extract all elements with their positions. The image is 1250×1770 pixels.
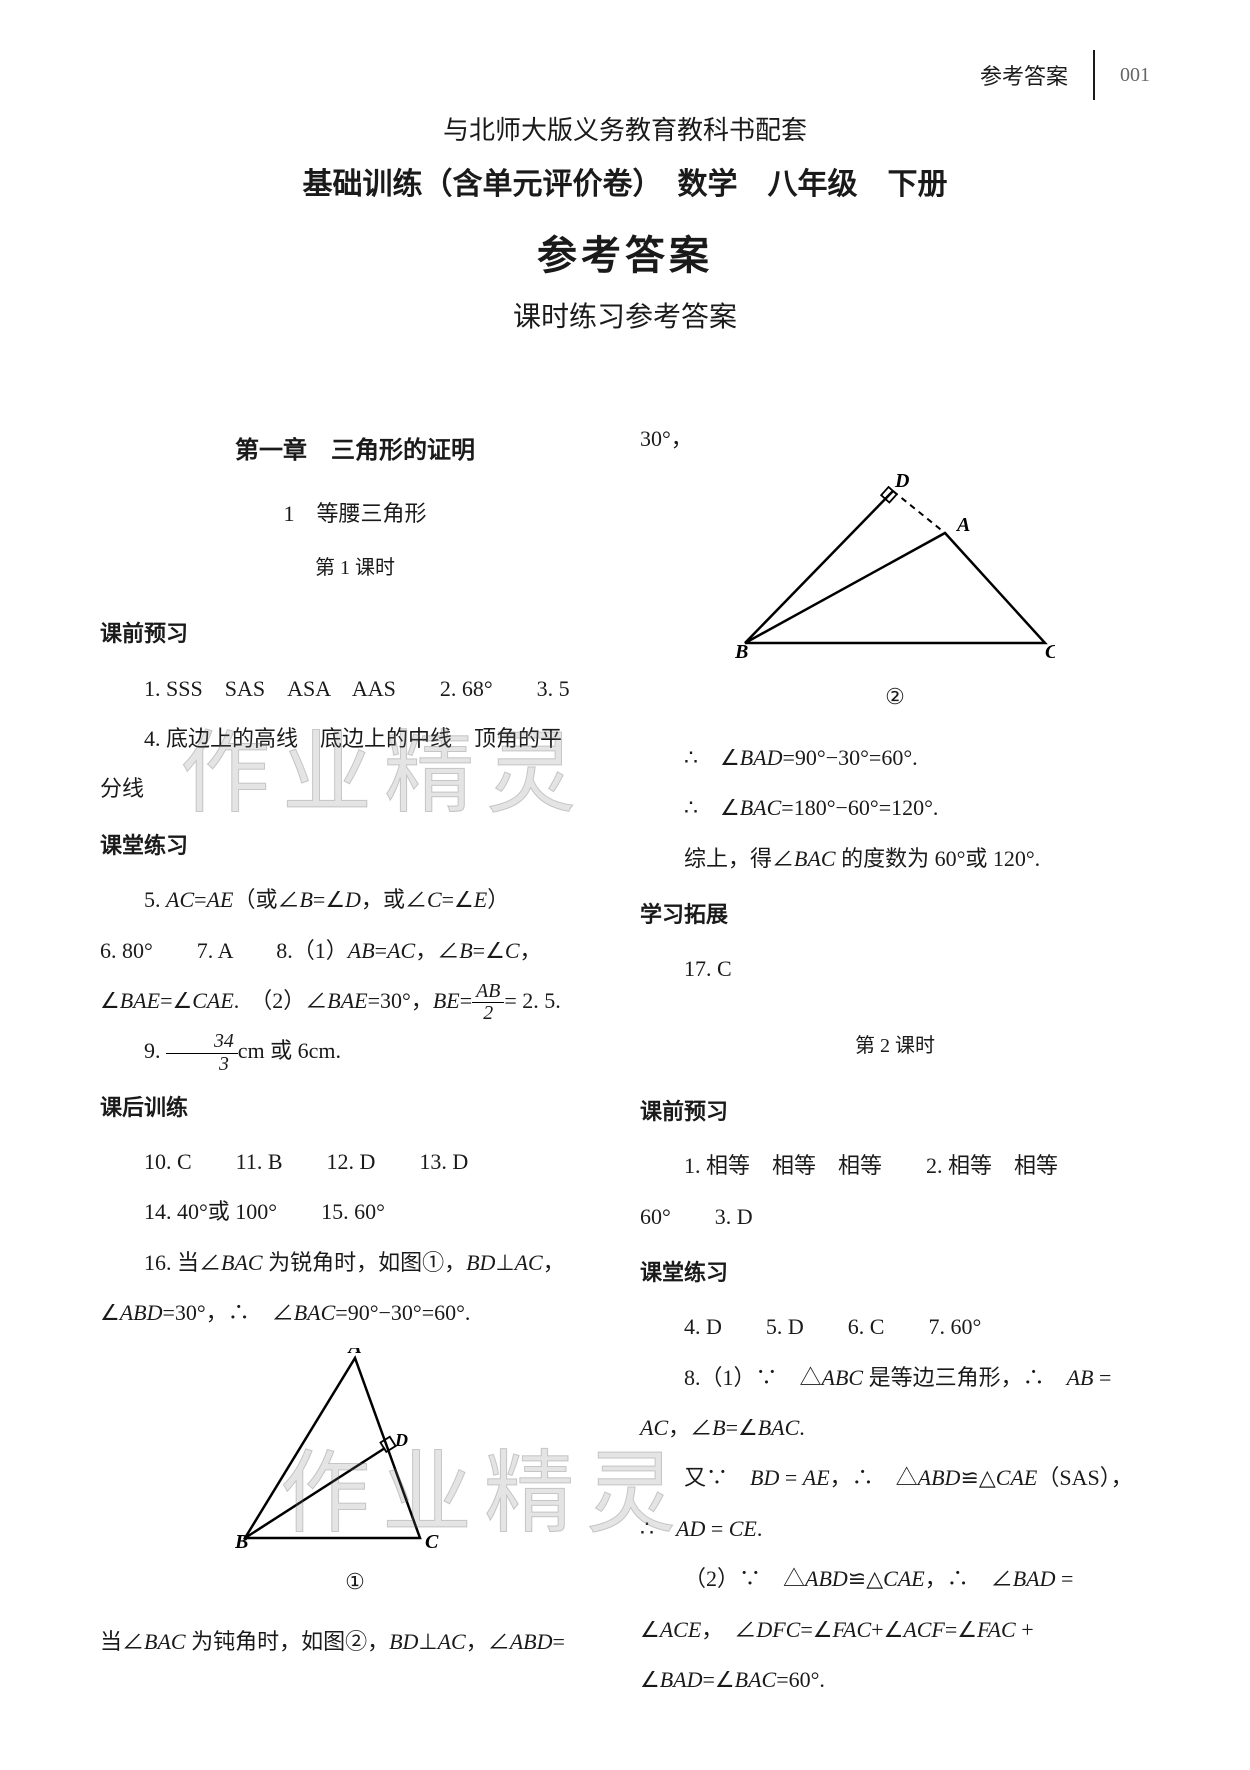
svg-text:A: A: [955, 514, 970, 536]
classwork-heading: 课堂练习: [100, 822, 610, 870]
answer-line: 1. 相等 相等 相等 2. 相等 相等: [640, 1142, 1150, 1190]
figure-2: B C A D: [735, 473, 1055, 663]
page-number: 001: [1120, 64, 1150, 87]
answer-line: ∠BAD=∠BAC=60°.: [640, 1656, 1150, 1704]
answer-line: ∴ ∠BAC=180°−60°=120°.: [640, 784, 1150, 832]
svg-text:A: A: [346, 1348, 361, 1358]
answer-line: ∴ ∠BAD=90°−30°=60°.: [640, 734, 1150, 782]
svg-text:D: D: [394, 1430, 408, 1450]
answer-line: 5. AC=AE（或∠B=∠D，或∠C=∠E）: [100, 876, 610, 924]
answer-line: ∠ACE， ∠DFC=∠FAC+∠ACF=∠FAC +: [640, 1606, 1150, 1654]
answer-line: 30°，: [640, 415, 1150, 463]
lesson2-heading: 第 2 课时: [640, 1024, 1150, 1068]
section-heading: 1 等腰三角形: [100, 490, 610, 538]
content-columns: 第一章 三角形的证明 1 等腰三角形 第 1 课时 课前预习 1. SSS SA…: [100, 415, 1150, 1706]
answer-line: 综上，得∠BAC 的度数为 60°或 120°.: [640, 835, 1150, 883]
figure-2-label: ②: [640, 673, 1150, 721]
preview2-heading: 课前预习: [640, 1088, 1150, 1136]
answer-line: 分线: [100, 765, 610, 813]
answer-line: 16. 当∠BAC 为锐角时，如图①，BD⊥AC，: [100, 1239, 610, 1287]
title-block: 与北师大版义务教育教科书配套 基础训练（含单元评价卷） 数学 八年级 下册 参考…: [100, 110, 1150, 335]
header-label: 参考答案: [980, 59, 1068, 91]
answer-line: （2）∵ △ABD≌△CAE，∴ ∠BAD =: [640, 1555, 1150, 1603]
answer-line: ∠BAE=∠CAE. （2）∠BAE=30°，BE=AB2= 2. 5.: [100, 977, 610, 1025]
svg-text:B: B: [735, 641, 748, 663]
answer-line: ∠ABD=30°，∴ ∠BAC=90°−30°=60°.: [100, 1289, 610, 1337]
right-column: 30°， B C A D ② ∴ ∠BAD=90°−30°=60°. ∴ ∠BA…: [640, 415, 1150, 1706]
title-line2: 基础训练（含单元评价卷） 数学 八年级 下册: [100, 159, 1150, 203]
svg-text:B: B: [235, 1531, 248, 1548]
answer-line: 9. 343cm 或 6cm.: [100, 1027, 610, 1075]
title-line1: 与北师大版义务教育教科书配套: [100, 110, 1150, 147]
answer-line: 4. 底边上的高线 底边上的中线 顶角的平: [100, 715, 610, 763]
chapter-heading: 第一章 三角形的证明: [100, 425, 610, 478]
lesson-heading: 第 1 课时: [100, 546, 610, 590]
classwork2-heading: 课堂练习: [640, 1249, 1150, 1297]
figure-1: A B C D: [235, 1348, 475, 1548]
svg-text:C: C: [425, 1531, 439, 1548]
left-column: 第一章 三角形的证明 1 等腰三角形 第 1 课时 课前预习 1. SSS SA…: [100, 415, 610, 1706]
answer-line: 17. C: [640, 945, 1150, 993]
answer-line: ∴ AD = CE.: [640, 1505, 1150, 1553]
preview-heading: 课前预习: [100, 610, 610, 658]
svg-text:D: D: [894, 473, 909, 492]
afterclass-heading: 课后训练: [100, 1084, 610, 1132]
answer-line: 4. D 5. D 6. C 7. 60°: [640, 1303, 1150, 1351]
header-divider: [1093, 50, 1095, 100]
answer-line: 1. SSS SAS ASA AAS 2. 68° 3. 5: [100, 665, 610, 713]
answer-line: 14. 40°或 100° 15. 60°: [100, 1188, 610, 1236]
page-header: 参考答案 001: [980, 50, 1150, 100]
title-line3: 参考答案: [100, 223, 1150, 281]
svg-text:C: C: [1045, 641, 1055, 663]
extension-heading: 学习拓展: [640, 891, 1150, 939]
answer-line: 6. 80° 7. A 8.（1）AB=AC，∠B=∠C，: [100, 927, 610, 975]
answer-line: 8.（1）∵ △ABC 是等边三角形，∴ AB =: [640, 1354, 1150, 1402]
figure-1-label: ①: [100, 1558, 610, 1606]
answer-line: 60° 3. D: [640, 1193, 1150, 1241]
answer-line: 又∵ BD = AE，∴ △ABD≌△CAE（SAS），: [640, 1454, 1150, 1502]
answer-line: 10. C 11. B 12. D 13. D: [100, 1138, 610, 1186]
title-line4: 课时练习参考答案: [100, 295, 1150, 335]
answer-line: 当∠BAC 为钝角时，如图②，BD⊥AC，∠ABD=: [100, 1618, 610, 1666]
answer-line: AC，∠B=∠BAC.: [640, 1404, 1150, 1452]
